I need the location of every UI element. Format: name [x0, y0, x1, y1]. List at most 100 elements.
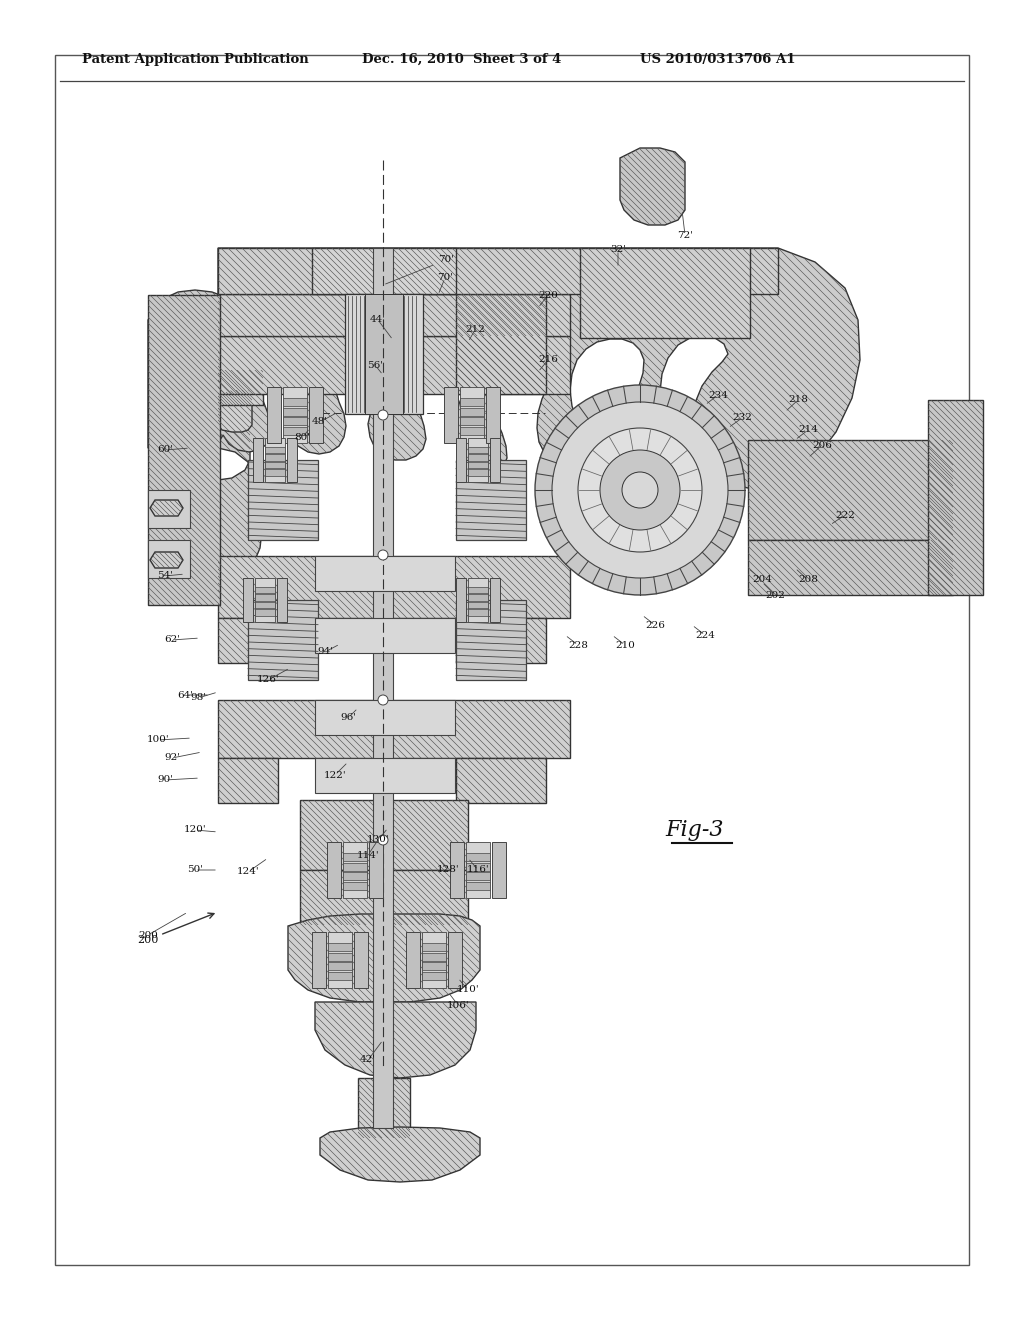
Bar: [468, 470, 488, 475]
Text: 228: 228: [568, 640, 588, 649]
Text: 110': 110': [457, 986, 479, 994]
Bar: [55, 55, 969, 1265]
Bar: [283, 387, 307, 444]
Bar: [468, 438, 488, 482]
Polygon shape: [748, 440, 953, 540]
Bar: [450, 842, 464, 898]
Bar: [466, 853, 490, 861]
Text: 200: 200: [138, 931, 158, 940]
PathPatch shape: [315, 1002, 476, 1078]
Text: 208: 208: [798, 576, 818, 585]
Bar: [468, 602, 488, 609]
PathPatch shape: [218, 758, 278, 803]
Text: 90': 90': [157, 776, 173, 784]
PathPatch shape: [218, 556, 570, 618]
Text: 216: 216: [538, 355, 558, 364]
Text: 210: 210: [615, 640, 635, 649]
Bar: [343, 863, 367, 871]
Text: 234: 234: [708, 391, 728, 400]
Bar: [466, 863, 490, 871]
Text: 120': 120': [183, 825, 206, 834]
Polygon shape: [148, 294, 220, 605]
Bar: [328, 932, 352, 987]
Bar: [466, 882, 490, 890]
Bar: [328, 944, 352, 950]
PathPatch shape: [312, 248, 456, 294]
Bar: [468, 594, 488, 601]
Text: 114': 114': [356, 850, 379, 859]
PathPatch shape: [150, 500, 183, 516]
Text: 106': 106': [446, 1001, 469, 1010]
Bar: [468, 610, 488, 615]
Text: 202: 202: [765, 590, 785, 599]
Polygon shape: [218, 556, 570, 618]
Circle shape: [622, 473, 658, 508]
Polygon shape: [315, 1002, 476, 1078]
Circle shape: [378, 836, 388, 845]
Polygon shape: [218, 248, 860, 488]
Bar: [422, 944, 446, 950]
PathPatch shape: [456, 758, 546, 803]
PathPatch shape: [456, 294, 546, 393]
Bar: [449, 932, 462, 987]
Text: 232: 232: [732, 413, 752, 422]
Circle shape: [578, 428, 702, 552]
Bar: [328, 953, 352, 961]
Polygon shape: [620, 148, 685, 224]
PathPatch shape: [288, 913, 480, 1002]
Text: 116': 116': [467, 866, 489, 874]
Bar: [466, 842, 490, 898]
Text: Fig-3: Fig-3: [666, 818, 724, 841]
Text: 42': 42': [360, 1056, 376, 1064]
Polygon shape: [319, 1127, 480, 1181]
Bar: [255, 602, 275, 609]
Bar: [422, 953, 446, 961]
Text: 32': 32': [610, 246, 626, 255]
Text: 224: 224: [695, 631, 715, 639]
PathPatch shape: [148, 294, 220, 605]
Polygon shape: [218, 758, 278, 803]
Text: 92': 92': [164, 754, 180, 763]
Text: 226: 226: [645, 620, 665, 630]
Bar: [148, 540, 190, 578]
Text: 70': 70': [386, 256, 454, 284]
Text: 214: 214: [798, 425, 818, 434]
Text: 204: 204: [752, 576, 772, 585]
Bar: [456, 601, 526, 680]
Text: 50': 50': [187, 866, 203, 874]
Bar: [283, 426, 307, 434]
Polygon shape: [456, 294, 546, 393]
Bar: [490, 578, 500, 622]
PathPatch shape: [300, 800, 468, 870]
Polygon shape: [218, 248, 778, 294]
Bar: [343, 882, 367, 890]
PathPatch shape: [218, 248, 860, 488]
Bar: [468, 587, 488, 593]
Bar: [456, 459, 526, 540]
Bar: [283, 408, 307, 416]
Text: 44': 44': [370, 315, 386, 325]
Text: 222: 222: [835, 511, 855, 520]
Text: 72': 72': [677, 231, 693, 239]
Bar: [343, 853, 367, 861]
Text: 122': 122': [324, 771, 346, 780]
Text: 200: 200: [137, 935, 159, 945]
PathPatch shape: [218, 370, 263, 405]
Bar: [460, 417, 484, 425]
PathPatch shape: [620, 148, 685, 224]
Bar: [283, 417, 307, 425]
Bar: [265, 462, 285, 469]
Text: 130': 130': [367, 836, 389, 845]
Bar: [148, 490, 190, 528]
Text: 70': 70': [437, 273, 453, 282]
Polygon shape: [580, 248, 750, 338]
Bar: [315, 556, 455, 591]
Bar: [456, 438, 466, 482]
Bar: [492, 842, 506, 898]
Polygon shape: [456, 758, 546, 803]
Text: Patent Application Publication: Patent Application Publication: [82, 53, 309, 66]
PathPatch shape: [218, 337, 570, 393]
Circle shape: [378, 550, 388, 560]
Bar: [422, 962, 446, 970]
Bar: [255, 587, 275, 593]
